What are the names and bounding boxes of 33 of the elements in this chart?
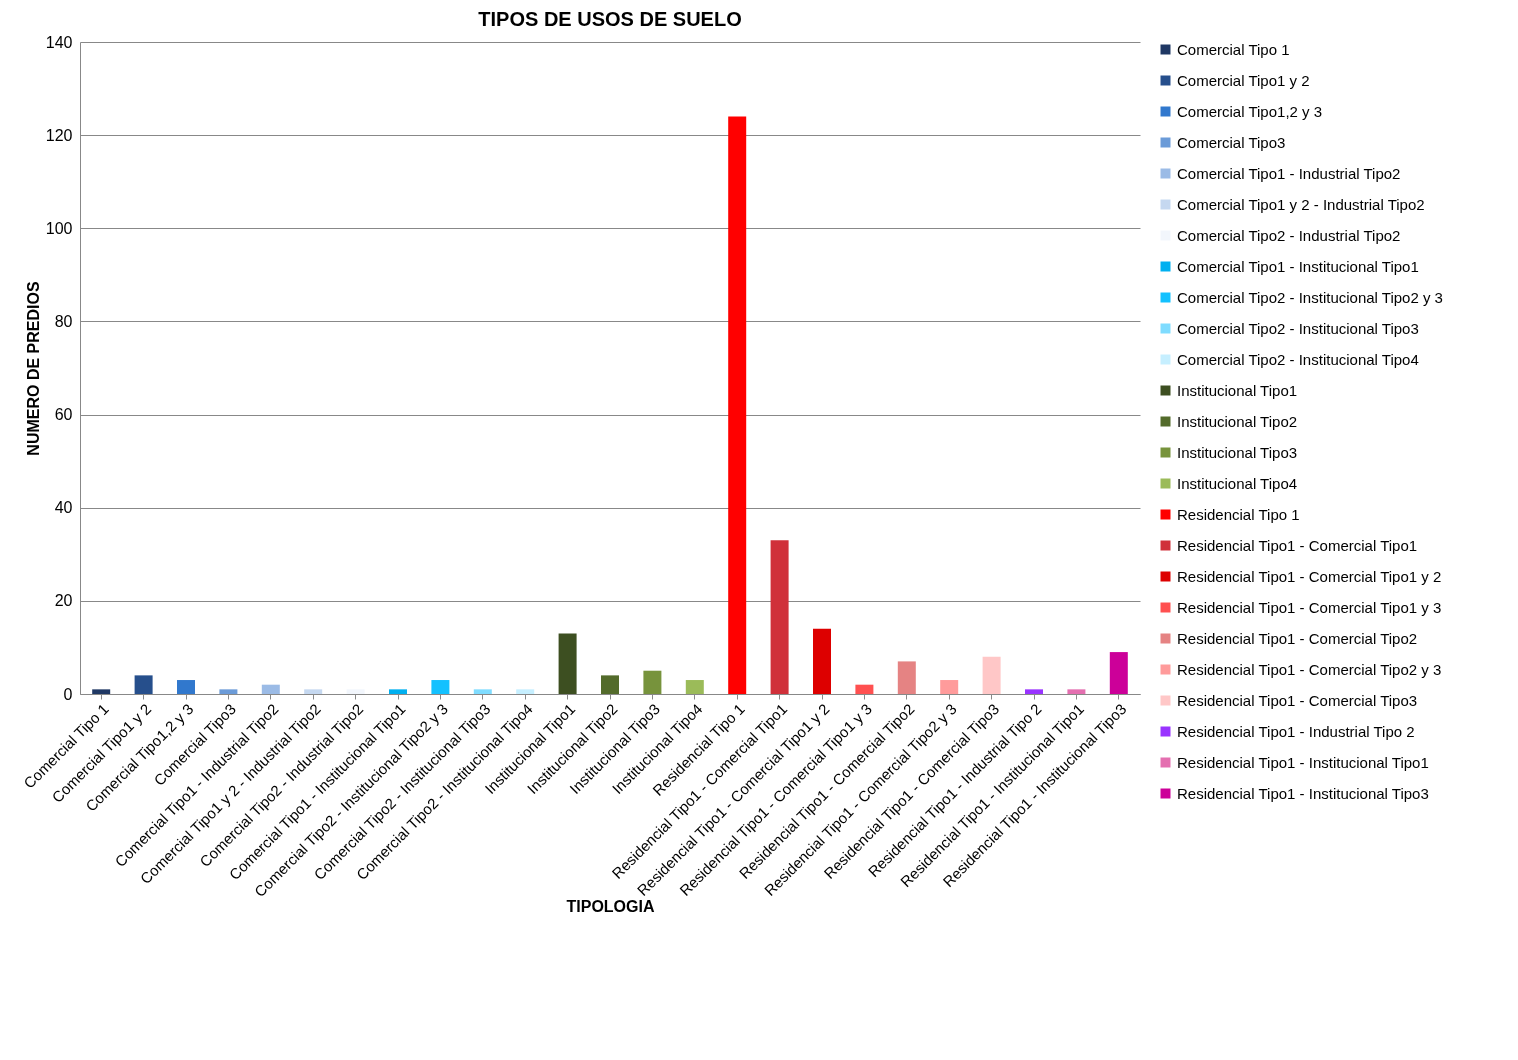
legend-label: Comercial Tipo 1 xyxy=(1177,40,1290,58)
legend-label: Comercial Tipo2 - Institucional Tipo2 y 3 xyxy=(1177,288,1443,306)
legend-label: Residencial Tipo1 - Comercial Tipo1 y 2 xyxy=(1177,567,1442,585)
legend-label: Institucional Tipo1 xyxy=(1177,381,1298,399)
y-tick-label: 40 xyxy=(54,499,73,517)
legend-label: Residencial Tipo 1 xyxy=(1177,505,1300,523)
legend-label: Comercial Tipo2 - Institucional Tipo4 xyxy=(1177,350,1419,368)
legend-label: Comercial Tipo3 xyxy=(1177,133,1286,151)
legend-label: Institucional Tipo3 xyxy=(1177,443,1298,461)
y-tick-label: 20 xyxy=(54,592,73,610)
y-tick-label: 80 xyxy=(54,312,73,330)
legend-label: Institucional Tipo4 xyxy=(1177,474,1298,492)
legend-label: Residencial Tipo1 - Comercial Tipo2 y 3 xyxy=(1177,660,1442,678)
chart-title: TIPOS DE USOS DE SUELO xyxy=(478,8,742,30)
y-tick-label: 60 xyxy=(54,406,73,424)
legend-label: Institucional Tipo2 xyxy=(1177,412,1298,430)
legend-label: Comercial Tipo2 - Industrial Tipo2 xyxy=(1177,226,1401,244)
legend-label: Residencial Tipo1 - Industrial Tipo 2 xyxy=(1177,722,1415,740)
legend-label: Comercial Tipo1 - Institucional Tipo1 xyxy=(1177,257,1419,275)
y-tick-label: 140 xyxy=(45,33,73,51)
legend-label: Residencial Tipo1 - Comercial Tipo2 xyxy=(1177,629,1418,647)
y-tick-label: 0 xyxy=(63,685,73,703)
y-tick-label: 100 xyxy=(45,219,73,237)
y-axis-title: NUMERO DE PREDIOS xyxy=(24,281,42,456)
y-tick-label: 120 xyxy=(45,126,73,144)
legend-label: Residencial Tipo1 - Comercial Tipo1 y 3 xyxy=(1177,598,1442,616)
legend-label: Comercial Tipo1 - Industrial Tipo2 xyxy=(1177,164,1401,182)
legend-label: Comercial Tipo1 y 2 xyxy=(1177,71,1310,89)
legend-label: Comercial Tipo2 - Institucional Tipo3 xyxy=(1177,319,1419,337)
legend-label: Comercial Tipo1,2 y 3 xyxy=(1177,102,1323,120)
x-axis-title: TIPOLOGIA xyxy=(566,897,655,915)
legend-label: Comercial Tipo1 y 2 - Industrial Tipo2 xyxy=(1177,195,1425,213)
legend-label: Residencial Tipo1 - Comercial Tipo1 xyxy=(1177,536,1418,554)
